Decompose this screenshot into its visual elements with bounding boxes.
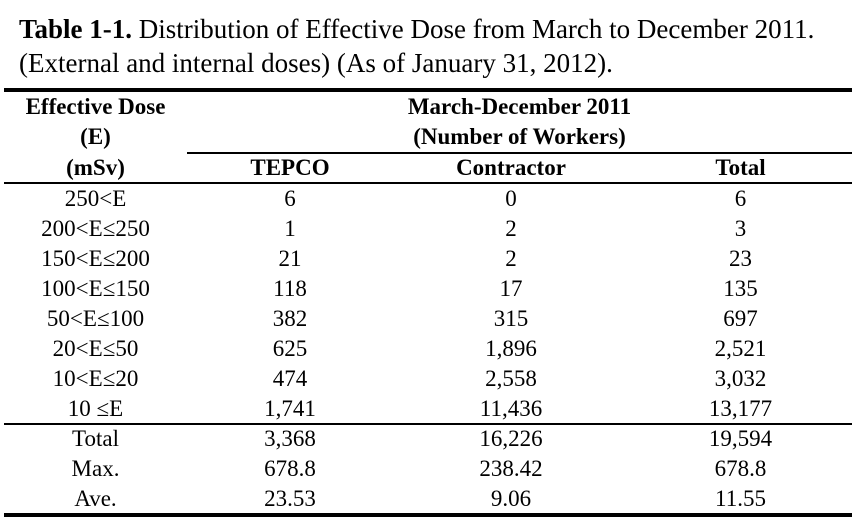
row-1-contractor: 0 <box>505 186 517 211</box>
row-4-contractor: 17 <box>499 276 523 301</box>
header-group-line1: March-December 2011 <box>407 94 632 119</box>
summary-max-label: Max. <box>71 456 120 481</box>
row-7-contractor: 2,558 <box>485 366 537 391</box>
summary-ave-contractor: 9.06 <box>490 486 532 511</box>
row-5-tepco: 382 <box>272 306 308 331</box>
header-total: Total <box>715 155 766 180</box>
header-bottom-rule <box>4 182 852 184</box>
row-1-range: 250<E <box>64 186 127 211</box>
caption-text: Distribution of Effective Dose from Marc… <box>19 14 815 78</box>
row-7-total: 3,032 <box>714 366 767 391</box>
summary-top-rule <box>4 423 852 425</box>
row-6-total: 2,521 <box>714 336 767 361</box>
summary-total-contractor: 16,226 <box>479 426 543 451</box>
row-8-range: 10 ≤E <box>67 396 124 421</box>
row-7-range: 10<E≤20 <box>52 366 139 391</box>
dose-table: Effective Dose (E) (mSv) March-December … <box>4 88 852 518</box>
summary-total-total: 19,594 <box>708 426 773 451</box>
header-dose-line2: (E) <box>80 124 111 149</box>
row-8-contractor: 11,436 <box>479 396 543 421</box>
row-2-total: 3 <box>734 216 747 241</box>
header-group-line2: (Number of Workers) <box>413 124 626 149</box>
row-4-total: 135 <box>723 276 758 301</box>
summary-max-contractor: 238.42 <box>479 456 543 481</box>
row-4-range: 100<E≤150 <box>41 276 150 301</box>
caption-label: Table 1-1. <box>19 14 133 44</box>
group-underline <box>187 152 852 154</box>
row-1-total: 6 <box>734 186 747 211</box>
header-dose-line3: (mSv) <box>66 155 125 180</box>
row-1-tepco: 6 <box>284 186 296 211</box>
row-5-contractor: 315 <box>493 306 529 331</box>
row-7-tepco: 474 <box>272 366 308 391</box>
summary-total-tepco: 3,368 <box>264 426 316 451</box>
row-4-tepco: 118 <box>273 276 307 301</box>
row-6-range: 20<E≤50 <box>52 336 139 361</box>
summary-max-tepco: 678.8 <box>264 456 316 481</box>
summary-total-label: Total <box>72 426 119 451</box>
row-8-total: 13,177 <box>708 396 773 421</box>
row-2-range: 200<E≤250 <box>41 216 150 241</box>
header-contractor: Contractor <box>456 155 566 180</box>
summary-max-total: 678.8 <box>714 456 767 481</box>
summary-ave-label: Ave. <box>74 486 117 511</box>
summary-ave-tepco: 23.53 <box>264 486 316 511</box>
row-3-total: 23 <box>729 246 752 271</box>
row-2-tepco: 1 <box>284 216 296 241</box>
table-caption: Table 1-1. Distribution of Effective Dos… <box>19 12 849 80</box>
row-5-total: 697 <box>723 306 758 331</box>
row-6-tepco: 625 <box>272 336 308 361</box>
header-dose-line1: Effective Dose <box>25 94 166 119</box>
row-3-contractor: 2 <box>505 246 517 271</box>
header-tepco: TEPCO <box>250 155 330 180</box>
row-8-tepco: 1,741 <box>264 396 316 421</box>
row-5-range: 50<E≤100 <box>46 306 145 331</box>
row-6-contractor: 1,896 <box>485 336 537 361</box>
table-bottom-rule <box>4 513 852 517</box>
row-3-tepco: 21 <box>278 246 302 271</box>
row-3-range: 150<E≤200 <box>41 246 150 271</box>
table-top-rule <box>4 88 852 92</box>
summary-ave-total: 11.55 <box>715 486 766 511</box>
row-2-contractor: 2 <box>505 216 517 241</box>
